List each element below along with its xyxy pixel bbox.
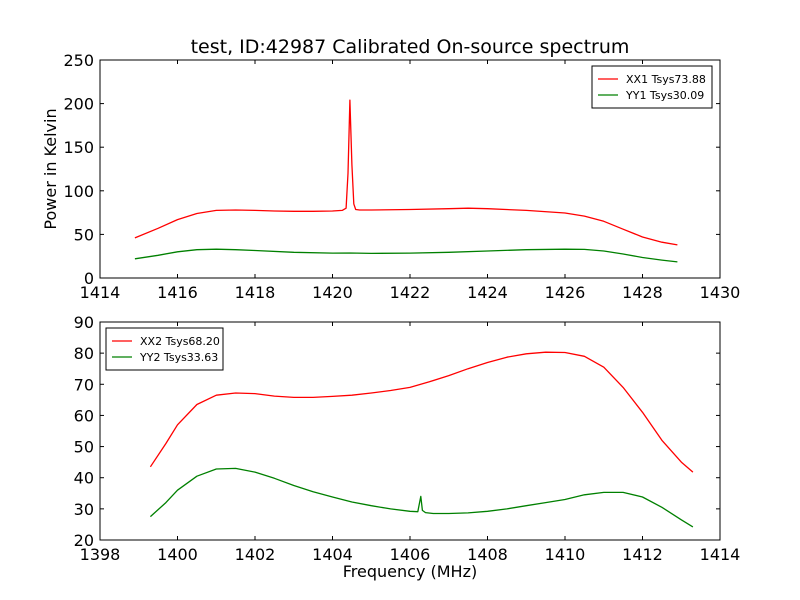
x-tick-label: 1428	[622, 283, 663, 302]
y-tick-label: 60	[74, 406, 94, 425]
y-tick-label: 30	[74, 500, 94, 519]
x-tick-label: 1426	[545, 283, 586, 302]
x-tick-label: 1410	[545, 545, 586, 564]
series-line-yy2	[149, 467, 694, 528]
y-axis-label: Power in Kelvin	[41, 108, 60, 229]
x-tick-label: 1424	[467, 283, 508, 302]
y-tick-label: 50	[74, 225, 94, 244]
y-tick-label: 70	[74, 375, 94, 394]
legend-label: XX1 Tsys73.88	[626, 73, 706, 86]
y-tick-label: 40	[74, 469, 94, 488]
x-tick-label: 1414	[80, 283, 121, 302]
series-line-xx2	[149, 351, 694, 473]
y-tick-label: 100	[63, 182, 94, 201]
legend-label: YY1 Tsys30.09	[625, 89, 704, 102]
x-tick-label: 1414	[700, 545, 741, 564]
legend-box	[105, 327, 224, 371]
series-line-xx1	[134, 99, 678, 246]
x-tick-label: 1430	[700, 283, 741, 302]
x-tick-label: 1404	[312, 545, 353, 564]
legend-box	[591, 65, 713, 109]
y-tick-label: 0	[84, 269, 94, 288]
x-tick-label: 1412	[622, 545, 663, 564]
y-tick-label: 250	[63, 51, 94, 70]
legend-label: XX2 Tsys68.20	[140, 335, 220, 348]
bottom-plot: 1398 1400 1402 1404 1406 1408 1410 1412 1414 20 30…	[74, 313, 741, 581]
x-tick-label: 1416	[157, 283, 198, 302]
x-tick-label: 1398	[80, 545, 121, 564]
x-axis-label: Frequency (MHz)	[343, 562, 477, 581]
y-tick-label: 20	[74, 531, 94, 550]
figure-title: test, ID:42987 Calibrated On-source spec…	[191, 36, 630, 58]
y-tick-label: 150	[63, 138, 94, 157]
top-plot: 1414 1416 1418 1420 1422 1424 1426 1428 1430 0 50 1…	[41, 51, 740, 302]
y-tick-label: 200	[63, 95, 94, 114]
legend: XX2 Tsys68.20 YY2 Tsys33.63	[105, 327, 224, 371]
series-line-yy1	[134, 248, 678, 263]
y-tick-label: 50	[74, 438, 94, 457]
legend-label: YY2 Tsys33.63	[139, 351, 218, 364]
x-tick-label: 1402	[235, 545, 276, 564]
x-tick-label: 1420	[312, 283, 353, 302]
y-tick-label: 90	[74, 313, 94, 332]
legend: XX1 Tsys73.88 YY1 Tsys30.09	[591, 65, 713, 109]
x-tick-label: 1406	[390, 545, 431, 564]
y-tick-label: 80	[74, 344, 94, 363]
x-tick-label: 1400	[157, 545, 198, 564]
x-tick-label: 1418	[235, 283, 276, 302]
x-tick-label: 1408	[467, 545, 508, 564]
x-tick-label: 1422	[390, 283, 431, 302]
